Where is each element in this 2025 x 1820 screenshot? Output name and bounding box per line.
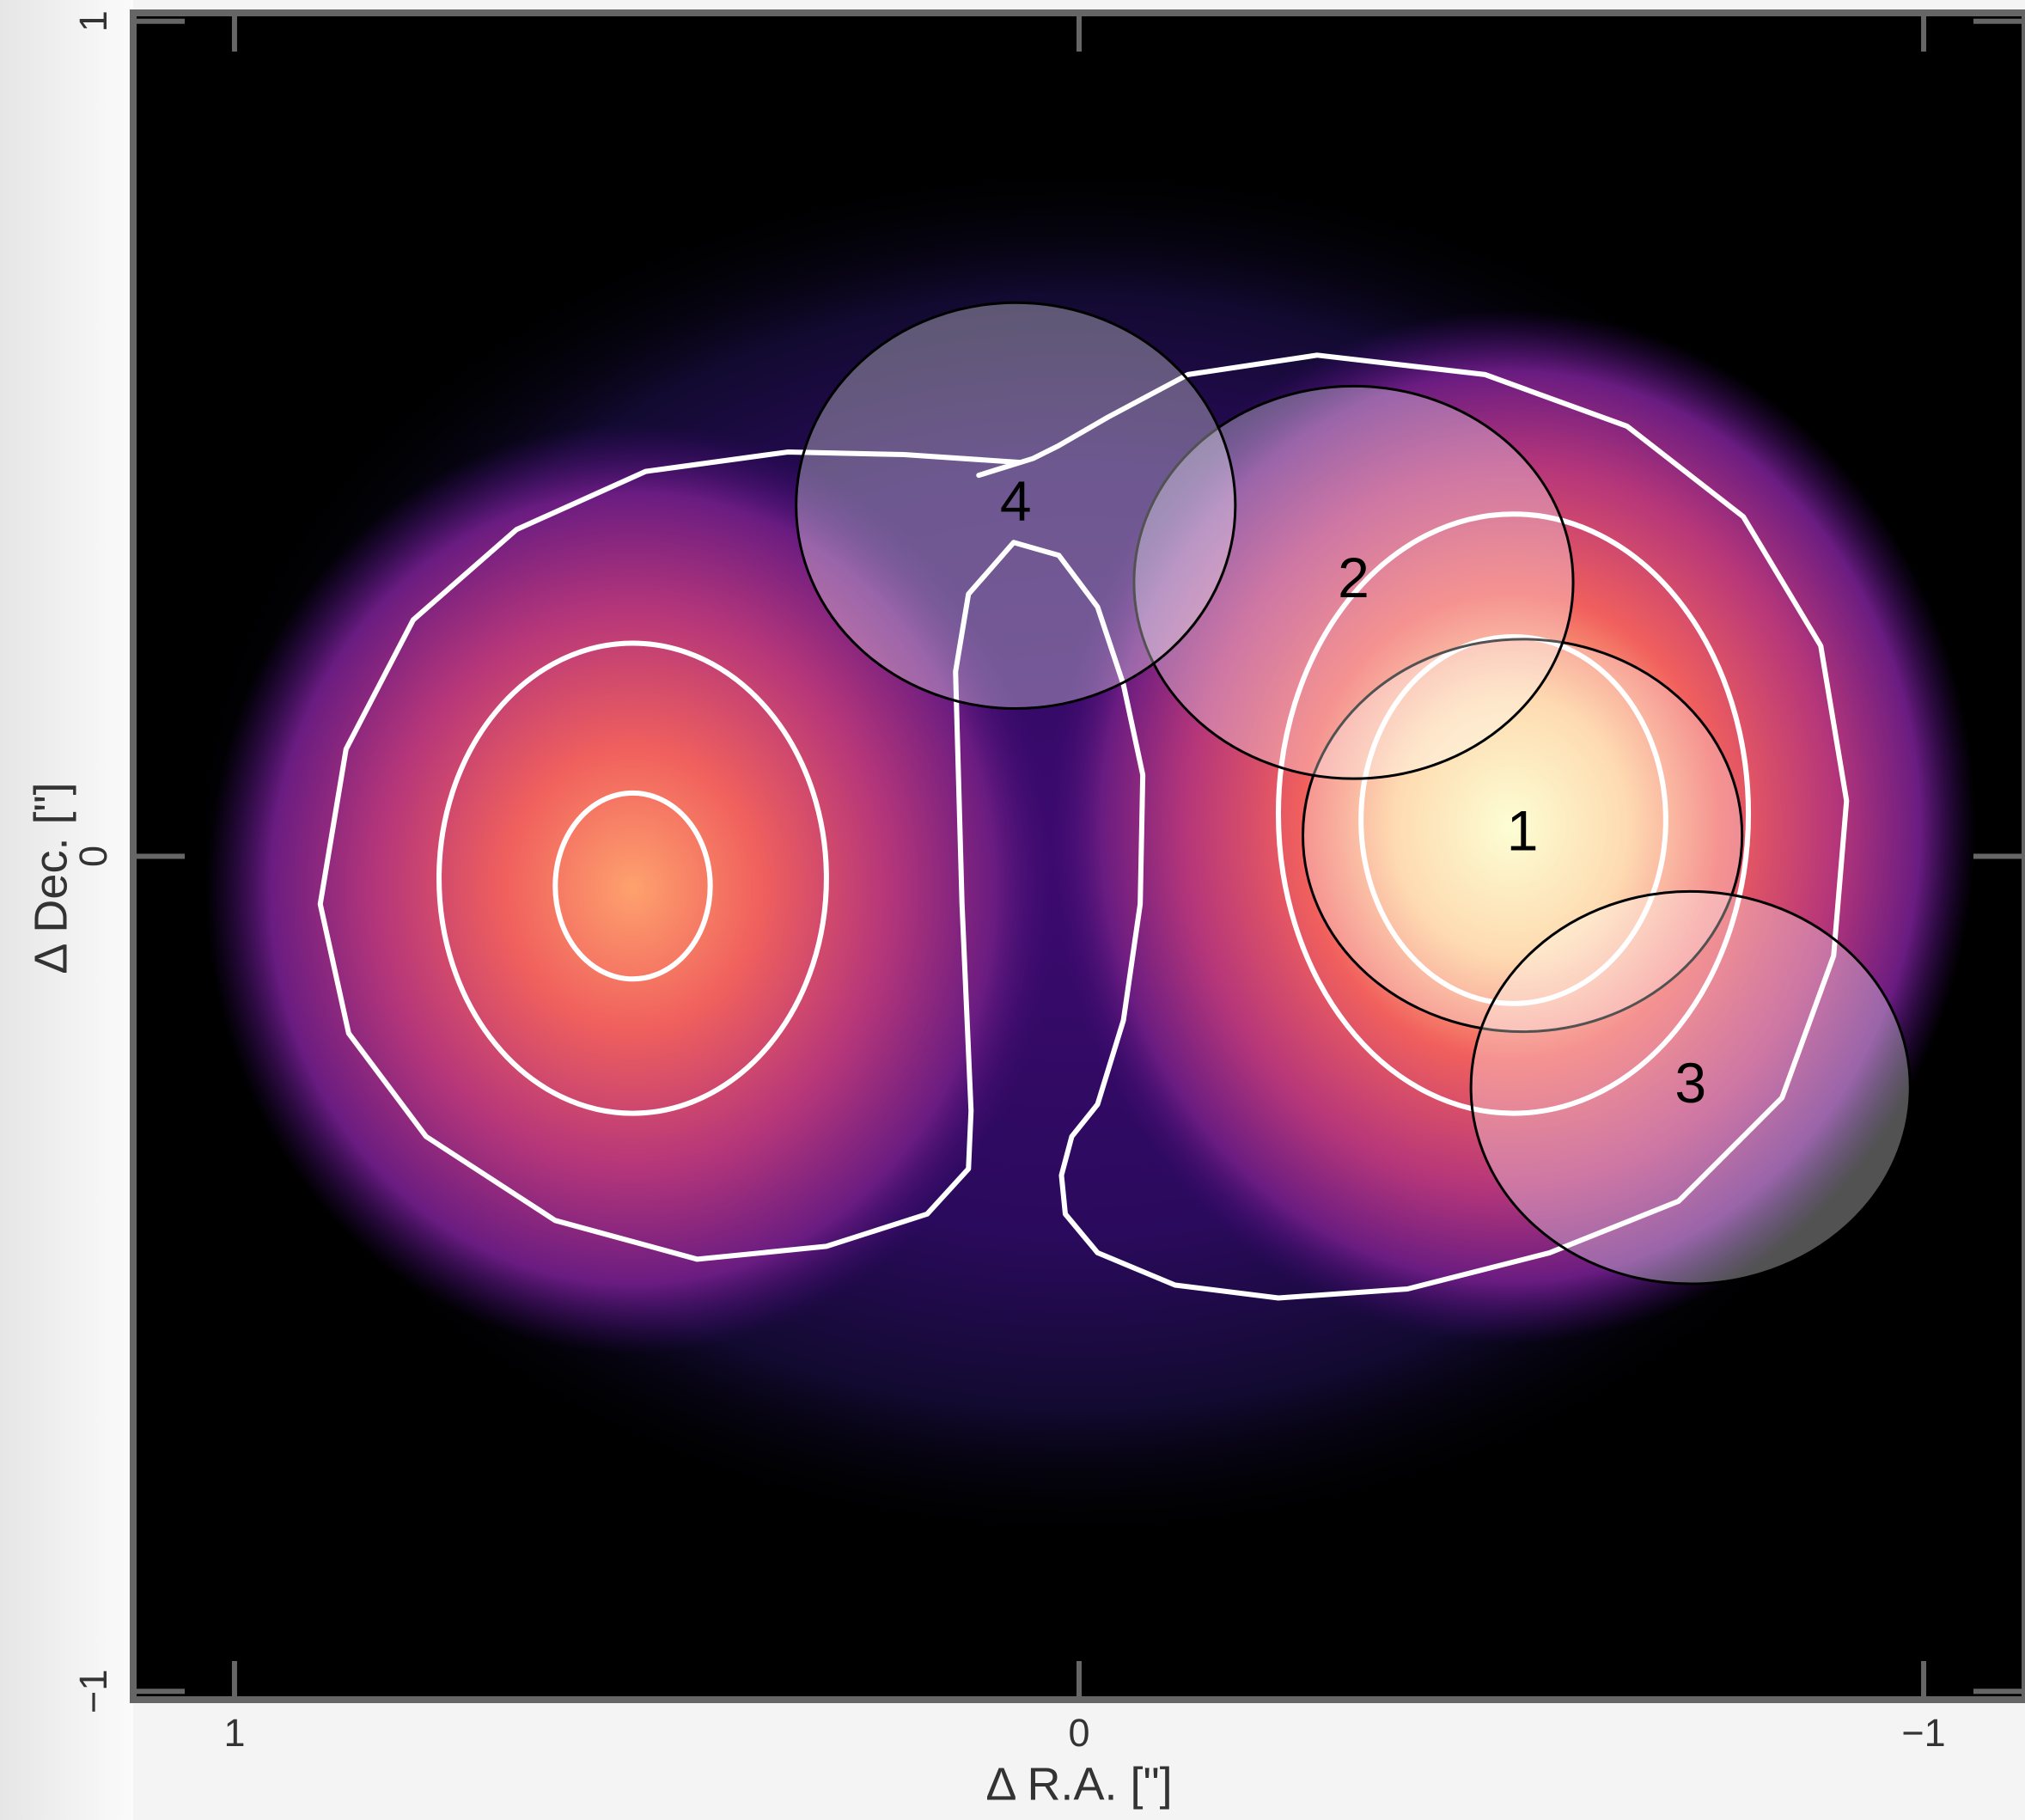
contour xyxy=(1275,511,1752,1116)
region xyxy=(795,301,1237,710)
axes: 1 0 −1 −1 0 1 xyxy=(71,10,2025,1755)
region-label: 2 xyxy=(1338,546,1369,609)
region-label: 3 xyxy=(1674,1051,1706,1115)
y-tick-label: −1 xyxy=(71,1670,115,1713)
region-label: 4 xyxy=(1000,469,1032,533)
contour xyxy=(317,352,1850,1301)
region-label: 1 xyxy=(1507,799,1539,863)
x-tick-label: −1 xyxy=(1901,1711,1945,1755)
image xyxy=(173,155,1981,1550)
regions: 1 2 3 4 xyxy=(795,301,1912,1286)
y-axis-label: Δ Dec. ["] xyxy=(25,782,76,974)
x-tick-label: 0 xyxy=(1068,1711,1089,1755)
contours xyxy=(317,352,1850,1301)
region xyxy=(1302,638,1744,1034)
contour xyxy=(552,790,713,982)
x-tick-label: 1 xyxy=(223,1711,245,1755)
region xyxy=(1469,889,1912,1286)
y-tick-label: 1 xyxy=(71,10,115,32)
background xyxy=(0,0,133,1820)
image-layer: 1 2 3 4 xyxy=(133,13,2025,1700)
x-axis-label: Δ R.A. ["] xyxy=(985,1758,1172,1810)
emission-left xyxy=(206,423,1059,1354)
region xyxy=(1132,384,1575,780)
y-tick-label: 0 xyxy=(71,846,115,867)
contour xyxy=(436,640,829,1116)
contour xyxy=(1358,633,1668,1006)
emission-right xyxy=(1046,309,1976,1344)
